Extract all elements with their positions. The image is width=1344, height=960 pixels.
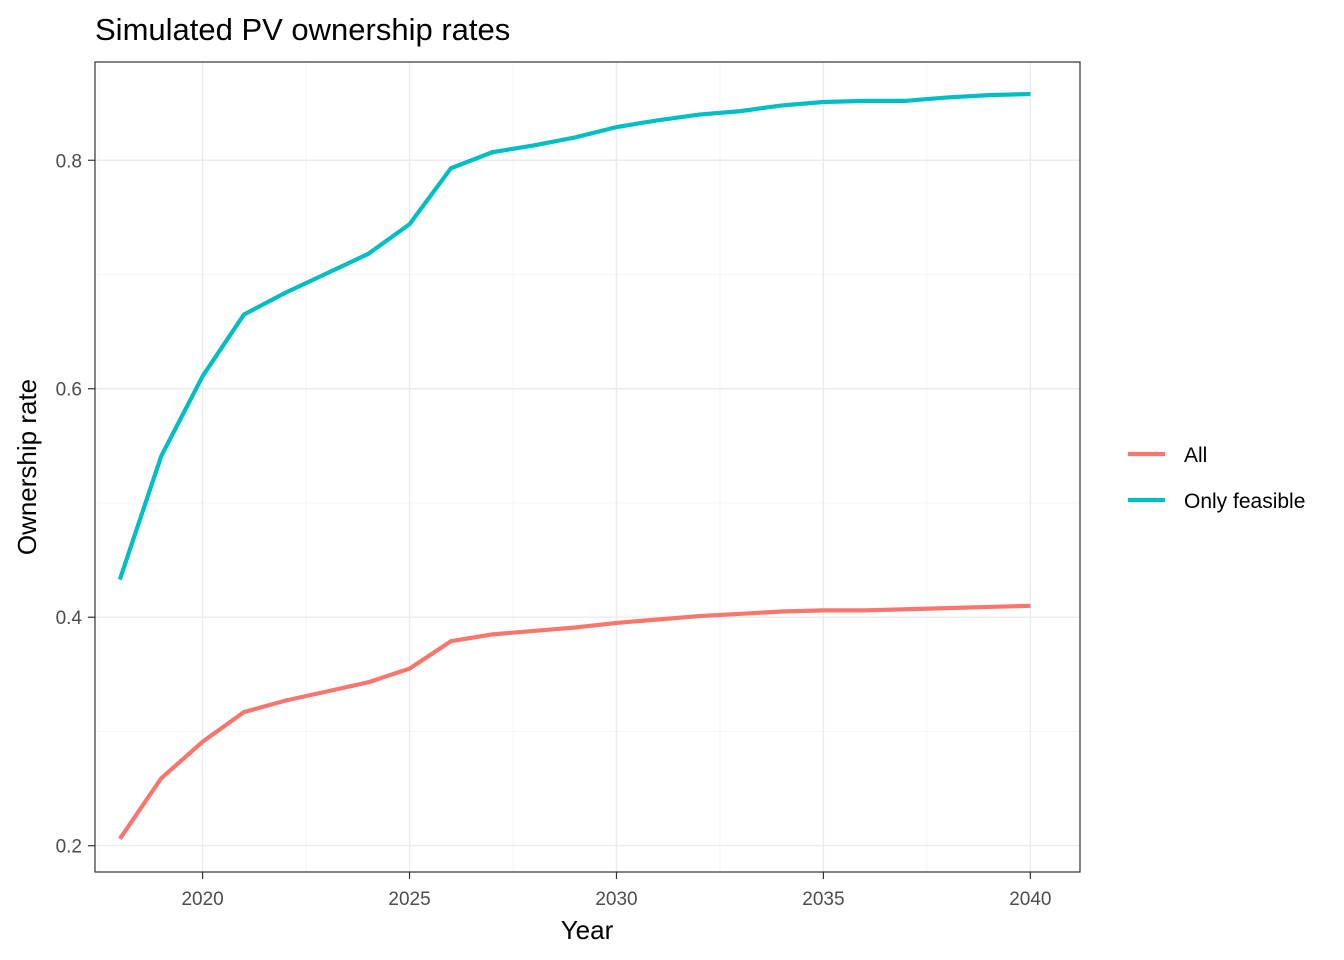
y-tick-label: 0.6 [56,380,82,401]
x-axis-title: Year [561,915,614,945]
x-tick-label: 2035 [802,889,844,910]
chart-title: Simulated PV ownership rates [95,12,510,47]
major-gridlines [95,62,1080,872]
x-tick-label: 2030 [595,889,637,910]
series-line-only-feasible [117,91,1031,581]
minor-gridlines [95,62,1080,872]
series-line-all [118,603,1031,841]
x-tick-label: 2020 [181,889,223,910]
legend-label-only-feasible: Only feasible [1184,490,1305,513]
series-lines [117,91,1031,841]
legend: All Only feasible [1128,444,1305,513]
y-axis-ticks: 0.2 0.4 0.6 0.8 [56,151,95,858]
x-tick-label: 2025 [388,889,430,910]
x-tick-label: 2040 [1009,889,1051,910]
plot-panel-border [94,61,1081,873]
y-axis-title: Ownership rate [12,379,42,555]
y-tick-label: 0.8 [56,151,82,172]
legend-label-all: All [1184,444,1207,467]
x-axis-ticks: 2020 2025 2030 2035 2040 [181,872,1051,910]
y-tick-label: 0.2 [56,837,82,858]
y-tick-label: 0.4 [56,608,83,629]
